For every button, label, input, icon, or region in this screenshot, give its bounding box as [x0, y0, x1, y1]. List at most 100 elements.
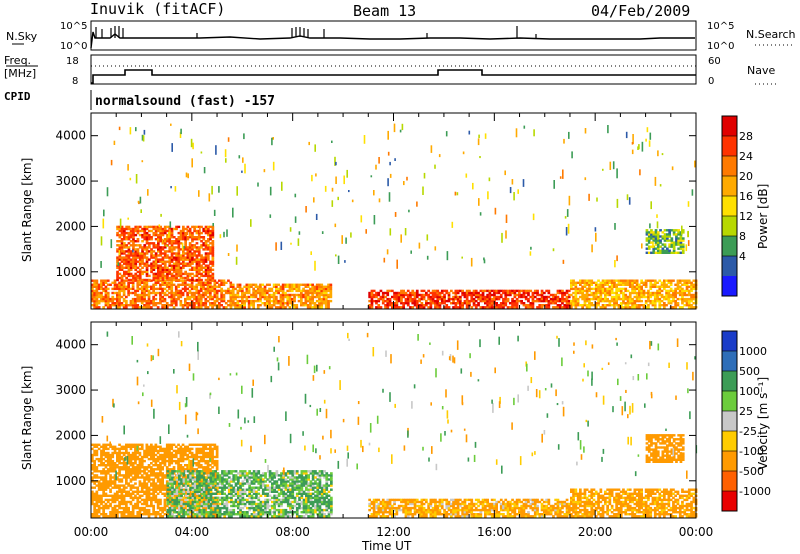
data-cell [384, 291, 387, 295]
data-cell [622, 283, 625, 286]
data-cell [675, 243, 678, 246]
data-cell [669, 281, 673, 284]
data-cell [288, 287, 292, 291]
data-cell [136, 306, 140, 309]
data-cell [143, 455, 146, 459]
data-cell [215, 291, 219, 295]
data-cell [125, 306, 128, 309]
data-cell [522, 302, 526, 305]
data-cell [536, 297, 539, 301]
data-cell [597, 287, 600, 291]
data-cell [129, 494, 133, 497]
data-cell [506, 293, 510, 297]
data-cell [145, 246, 149, 249]
data-cell [379, 289, 383, 293]
data-cell [558, 291, 562, 295]
data-cell [509, 302, 512, 305]
data-cell [268, 295, 271, 299]
data-cell [148, 274, 151, 278]
data-cell [134, 447, 137, 451]
data-cell [125, 470, 128, 473]
data-cell [477, 291, 480, 295]
data-cell [386, 302, 390, 305]
data-cell [191, 248, 194, 251]
data-cell [159, 457, 162, 461]
data-cell [681, 302, 684, 305]
data-cell [174, 289, 178, 293]
data-cell [190, 287, 194, 291]
data-cell [649, 299, 653, 303]
data-cell [134, 229, 138, 233]
data-cell [147, 470, 151, 473]
data-cell [202, 302, 205, 305]
data-cell [199, 480, 203, 483]
data-cell [206, 455, 210, 459]
data-cell [597, 289, 600, 293]
data-cell [182, 254, 185, 257]
data-cell [211, 258, 215, 261]
data-cell [91, 304, 94, 307]
data-cell [281, 299, 285, 303]
data-cell [599, 287, 603, 291]
data-cell [443, 289, 446, 293]
data-cell [97, 291, 101, 295]
data-cell [168, 472, 172, 475]
data-cell [91, 459, 94, 463]
data-cell [327, 295, 330, 299]
data-cell [313, 287, 317, 291]
data-cell [202, 229, 206, 233]
data-cell [261, 293, 265, 297]
data-cell [558, 299, 562, 303]
data-cell [171, 486, 174, 489]
data-cell [125, 472, 128, 475]
data-cell [200, 266, 203, 269]
data-cell [163, 240, 167, 243]
data-cell [184, 252, 187, 255]
data-cell [175, 225, 178, 229]
data-cell [156, 449, 160, 453]
data-cell [211, 278, 215, 282]
data-cell [182, 490, 186, 493]
echo-mark [638, 144, 640, 150]
data-cell [141, 266, 144, 269]
data-cell [186, 250, 190, 253]
data-cell [406, 302, 410, 305]
data-cell [306, 299, 310, 303]
data-cell [622, 281, 625, 284]
data-cell [131, 455, 135, 459]
data-cell [211, 227, 215, 231]
data-cell [626, 297, 630, 301]
data-cell [195, 225, 199, 229]
data-cell [279, 302, 283, 305]
data-cell [129, 480, 133, 483]
data-cell [615, 299, 618, 303]
echo-mark [614, 260, 616, 268]
data-cell [152, 508, 155, 512]
data-cell [529, 304, 533, 307]
data-cell [524, 304, 528, 307]
data-cell [327, 287, 330, 291]
data-cell [511, 302, 514, 305]
data-cell [207, 229, 210, 233]
data-cell [97, 464, 101, 467]
data-cell [136, 276, 140, 280]
data-cell [663, 235, 667, 238]
data-cell [132, 233, 135, 237]
data-cell [163, 260, 167, 263]
data-cell [197, 480, 201, 483]
data-cell [102, 468, 105, 471]
data-cell [145, 289, 149, 293]
data-cell [613, 299, 616, 303]
data-cell [138, 462, 142, 465]
data-cell [152, 468, 155, 471]
data-cell [120, 289, 124, 293]
data-cell [309, 289, 312, 293]
data-cell [386, 289, 390, 293]
data-cell [145, 266, 149, 269]
data-cell [179, 291, 183, 295]
data-cell [229, 291, 233, 295]
data-cell [150, 482, 153, 485]
data-cell [397, 299, 401, 303]
data-cell [136, 486, 140, 489]
data-cell [157, 276, 160, 280]
